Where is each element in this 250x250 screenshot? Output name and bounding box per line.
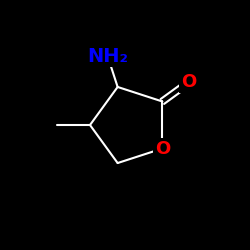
Text: NH₂: NH₂ xyxy=(87,46,128,66)
Text: O: O xyxy=(155,140,170,158)
Text: O: O xyxy=(181,74,196,92)
